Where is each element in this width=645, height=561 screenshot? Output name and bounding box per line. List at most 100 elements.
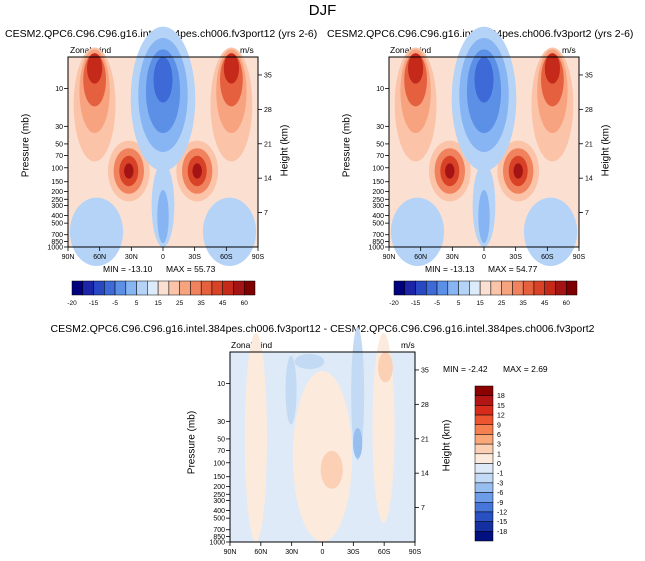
y-tick-label: 50 (55, 141, 63, 148)
field-contour (294, 353, 325, 370)
y-tick-label: 850 (213, 534, 225, 541)
panel1-ylabel: Pressure (mb) (20, 113, 32, 178)
panel2-ylabel-right: Height (km) (600, 124, 612, 177)
height-tick-label: 35 (421, 367, 429, 374)
colorbar-swatch (474, 443, 494, 455)
y-tick-label: 250 (372, 197, 384, 204)
colorbar-label: -5 (112, 300, 118, 307)
x-tick-label: 90S (252, 254, 265, 261)
y-tick-label: 850 (51, 239, 63, 246)
panel3-plot: 90N 60N 30N 0 30S 60S 90S103050701001502002503… (209, 327, 429, 556)
y-tick-label: 200 (372, 189, 384, 196)
x-tick-label: 30S (347, 549, 360, 556)
panel2-plot: 90N 60N 30N 0 30S 60S 90S103050701001502002503… (368, 26, 593, 266)
x-tick-label: 30S (188, 254, 201, 261)
height-tick-label: 7 (264, 210, 268, 217)
y-tick-label: 700 (213, 527, 225, 534)
colorbar-swatch (474, 511, 494, 522)
height-tick-label: 35 (585, 72, 593, 79)
x-tick-label: 60N (93, 254, 106, 261)
x-tick-label: 60S (541, 254, 554, 261)
y-tick-label: 400 (51, 213, 63, 220)
y-tick-label: 1000 (209, 540, 225, 547)
x-tick-label: 90S (409, 549, 422, 556)
colorbar-swatch (474, 424, 494, 435)
field-contour (513, 163, 523, 179)
colorbar-label: -15 (497, 519, 507, 526)
colorbar-swatch (474, 492, 494, 503)
x-tick-label: 60N (254, 549, 267, 556)
height-tick-label: 14 (421, 471, 429, 478)
y-tick-label: 200 (51, 189, 63, 196)
y-tick-label: 30 (55, 124, 63, 131)
height-tick-label: 7 (585, 210, 589, 217)
y-tick-label: 500 (372, 221, 384, 228)
field-contour (285, 355, 297, 425)
y-tick-label: 10 (55, 86, 63, 93)
colorbar-swatch (490, 280, 502, 296)
colorbar-swatch (474, 395, 494, 406)
colorbar-swatch (474, 414, 494, 425)
colorbar-swatch (179, 280, 191, 296)
colorbar-swatch (104, 280, 116, 296)
y-tick-label: 300 (372, 203, 384, 210)
x-tick-label: 90N (62, 254, 75, 261)
y-tick-label: 700 (51, 232, 63, 239)
x-tick-label: 0 (321, 549, 325, 556)
colorbar-label: 6 (497, 432, 501, 439)
colorbar-swatch (474, 385, 494, 396)
y-tick-label: 300 (51, 203, 63, 210)
colorbar-swatch (222, 280, 234, 296)
colorbar-swatch (93, 280, 105, 296)
field-contour (124, 163, 134, 179)
y-tick-label: 150 (51, 179, 63, 186)
field-contour (292, 371, 353, 542)
y-tick-label: 150 (213, 474, 225, 481)
colorbar-label: 5 (457, 300, 461, 307)
field-contour (87, 53, 103, 84)
y-tick-label: 30 (217, 419, 225, 426)
colorbar-label: 45 (541, 300, 549, 307)
y-tick-label: 250 (213, 492, 225, 499)
colorbar-swatch (190, 280, 202, 296)
x-tick-label: 0 (482, 254, 486, 261)
colorbar-swatch (474, 463, 494, 474)
field-contour (202, 197, 257, 266)
field-contour (351, 327, 365, 461)
colorbar-swatch (474, 405, 494, 416)
colorbar-swatch (447, 280, 459, 296)
field-contour (478, 190, 490, 244)
panel3-ylabel-right: Height (km) (441, 419, 453, 472)
y-tick-label: 100 (372, 165, 384, 172)
panel1-max: MAX = 55.73 (166, 264, 216, 274)
height-tick-label: 21 (264, 141, 272, 148)
y-tick-label: 30 (376, 124, 384, 131)
colorbar-label: -20 (389, 300, 399, 307)
colorbar-swatch (114, 280, 127, 296)
x-tick-label: 90S (573, 254, 586, 261)
colorbar-swatch (404, 280, 416, 296)
y-tick-label: 70 (217, 448, 225, 455)
colorbar-swatch (474, 531, 494, 542)
colorbar-swatch (243, 280, 256, 296)
height-tick-label: 21 (585, 141, 593, 148)
colorbar-swatch (474, 472, 494, 484)
colorbar-label: -3 (497, 480, 503, 487)
field-contour (244, 333, 267, 542)
y-tick-label: 850 (372, 239, 384, 246)
x-tick-label: 60S (220, 254, 233, 261)
colorbar-swatch (426, 280, 438, 296)
y-tick-label: 250 (51, 197, 63, 204)
height-tick-label: 7 (421, 505, 425, 512)
y-tick-label: 10 (376, 86, 384, 93)
field-contour (523, 197, 578, 266)
y-tick-label: 700 (372, 232, 384, 239)
height-tick-label: 14 (585, 176, 593, 183)
plot-frame (229, 351, 416, 543)
height-tick-label: 28 (585, 107, 593, 114)
y-tick-label: 50 (376, 141, 384, 148)
y-tick-label: 200 (213, 484, 225, 491)
panel2-colorbar: -20 -15 -5 5 15 25 35 45 60 (389, 280, 578, 307)
colorbar-swatch (168, 280, 180, 296)
colorbar-swatch (474, 502, 494, 513)
